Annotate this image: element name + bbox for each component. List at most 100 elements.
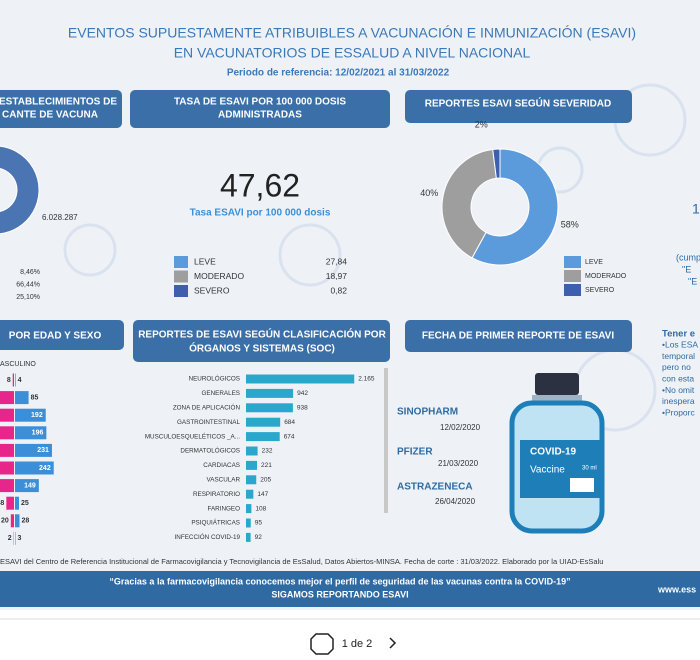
legend-label: LEVE [585,259,603,266]
panel-header [133,320,390,362]
title: EN VACUNATORIOS DE ESSALUD A NIVEL NACIO… [174,45,531,61]
panel-title: REPORTES ESAVI SEGÚN SEVERIDAD [425,97,612,110]
side-note: temporal [662,351,695,361]
bar [246,403,293,413]
rate-number: 18,97 [326,271,348,281]
bar [246,475,257,485]
value-label: 4 [18,377,22,384]
value-label: 2 [8,535,12,542]
side-note: •No omit [662,385,695,395]
value-label: 232 [262,448,273,455]
category-label: PSIQUIÁTRICAS [191,518,240,527]
rate-number: 0,82 [330,285,347,295]
value-label: 95 [255,520,263,527]
rate-number: 27,84 [326,256,348,266]
panel-title: ÓRGANOS Y SISTEMAS (SOC) [189,342,335,355]
value-label: 58% [561,219,579,229]
legend-swatch [564,270,581,282]
legend-value: 66,44% [16,281,40,288]
category-label: NEUROLÓGICOS [189,374,240,383]
legend-swatch [174,256,188,268]
charts: ESTABLECIMIENTOS DE CANTE DE VACUNA 8,46% 6… [0,97,627,545]
bar [246,374,355,384]
category-label: GENERALES [202,390,241,397]
rate-label: LEVE [194,256,216,266]
panel-title: ADMINISTRADAS [218,110,302,121]
rate-table: LEVE 27,84 MODERADO 18,97 SEVERO 0,82 [174,256,347,297]
age-bar [0,479,14,493]
page-icon[interactable] [310,633,334,655]
bar [246,518,251,528]
side-text: "E [682,264,691,274]
value-label: 2% [475,120,488,130]
vaccine-list: SINOPHARM 12/02/2020 PFIZER 21/03/2020 ASTRA… [397,407,481,506]
legend-swatch [174,270,188,283]
bar [246,489,254,499]
value-label: 205 [260,477,271,484]
category-label: GASTROINTESTINAL [177,419,240,426]
pie-slice [0,145,40,235]
age-bar [15,426,47,440]
age-bar [0,461,14,475]
banner-call: SIGAMOS REPORTANDO ESAVI [271,589,408,599]
pager-text: 1 de 2 [342,638,373,650]
banner-web: www.ess [657,584,696,594]
vaccine-vial: COVID-19 Vaccine 30 ml [509,373,605,534]
value-label: 196 [32,430,44,437]
legend-swatch [564,284,581,296]
vaccine-date: 12/02/2020 [440,423,481,432]
category-label: RESPIRATORIO [193,491,240,498]
age-bar [15,496,19,510]
bar [246,532,251,542]
side-note: •Proporc [662,407,695,417]
age-bar [15,461,54,475]
legend-value: 25,10% [16,294,40,301]
category-label: VASCULAR [207,476,241,483]
panel-header [130,90,390,128]
scrollbar [384,368,388,513]
value-label: 938 [297,405,308,412]
panel-header [405,90,632,123]
subtitle: Periodo de referencia: 12/02/2021 al 31/… [227,68,450,79]
age-bar [15,408,46,422]
value-label: 48 [0,500,4,507]
value-label: 242 [39,465,51,472]
age-bar [12,373,14,387]
pie-slice [441,148,497,259]
legend-swatch [564,256,581,268]
side-text: (cump [676,252,700,262]
bar [246,460,258,470]
category-label: FARINGEO [207,505,240,512]
rate-value: 47,62 [220,167,300,203]
category-label: CARDIACAS [203,462,240,469]
next-page[interactable] [389,637,397,649]
vaccine-name: ASTRAZENECA [397,482,473,493]
bar [246,417,281,427]
bar [246,504,252,514]
panel-title: REPORTES DE ESAVI SEGÚN CLASIFICACIÓN PO… [138,328,386,341]
side-note: pero no [662,362,691,372]
bar [246,432,280,442]
legend-value: 8,46% [20,269,40,276]
vial-label: COVID-19 [530,447,577,458]
category-label: ZONA DE APLICACIÓN [173,402,241,411]
vial-volume: 30 ml [582,466,597,472]
age-bar [15,391,29,405]
pie-slice [492,148,501,179]
side-note: inespera [662,396,695,406]
legend-swatch [174,285,188,297]
age-bar [10,514,14,528]
value-label: 3 [17,535,21,542]
value-label: 25 [21,500,29,507]
value-label: 40% [420,188,438,198]
vaccine-date: 21/03/2020 [438,459,479,468]
side-note: •Los ESA [662,340,698,350]
value-label: 684 [284,419,295,426]
value-label: 28 [21,518,29,525]
value-label: 192 [31,412,43,419]
legend-label: SEVERO [585,287,615,294]
value-label: 147 [257,491,268,498]
